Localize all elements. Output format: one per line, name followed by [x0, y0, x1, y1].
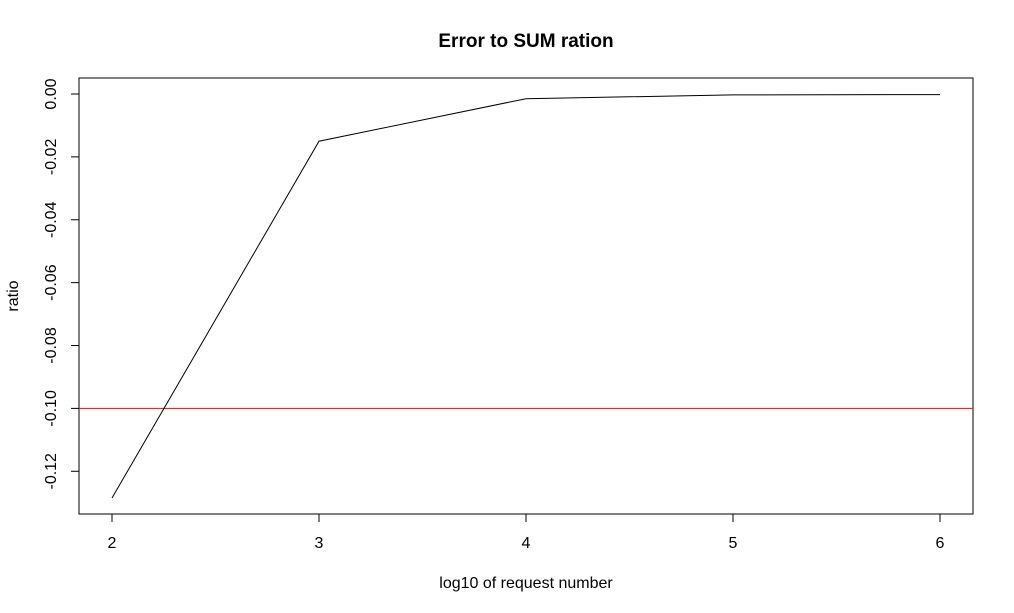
- x-tick-label: 2: [108, 535, 117, 552]
- series-line: [111, 94, 941, 499]
- plot-frame: [78, 77, 974, 515]
- y-tick-label: -0.10: [43, 390, 60, 427]
- y-tick-label: -0.06: [43, 264, 60, 301]
- x-tick-label: 3: [315, 535, 324, 552]
- y-axis-label: ratio: [5, 280, 22, 311]
- y-tick-label: -0.02: [43, 139, 60, 176]
- x-tick-label: 4: [522, 535, 531, 552]
- series-group: [111, 94, 941, 499]
- y-tick-label: 0.00: [43, 78, 60, 109]
- x-tick-label: 5: [729, 535, 738, 552]
- x-tick-label: 6: [936, 535, 945, 552]
- x-axis-label: log10 of request number: [439, 575, 613, 592]
- y-tick-label: -0.12: [43, 453, 60, 490]
- y-tick-label: -0.08: [43, 327, 60, 364]
- x-axis: 2 3 4 5 6: [108, 513, 945, 552]
- y-tick-label: -0.04: [43, 201, 60, 238]
- y-axis: 0.00 -0.02 -0.04 -0.06 -0.08 -0.10 -0.12: [43, 78, 80, 490]
- chart-title: Error to SUM ration: [438, 31, 613, 52]
